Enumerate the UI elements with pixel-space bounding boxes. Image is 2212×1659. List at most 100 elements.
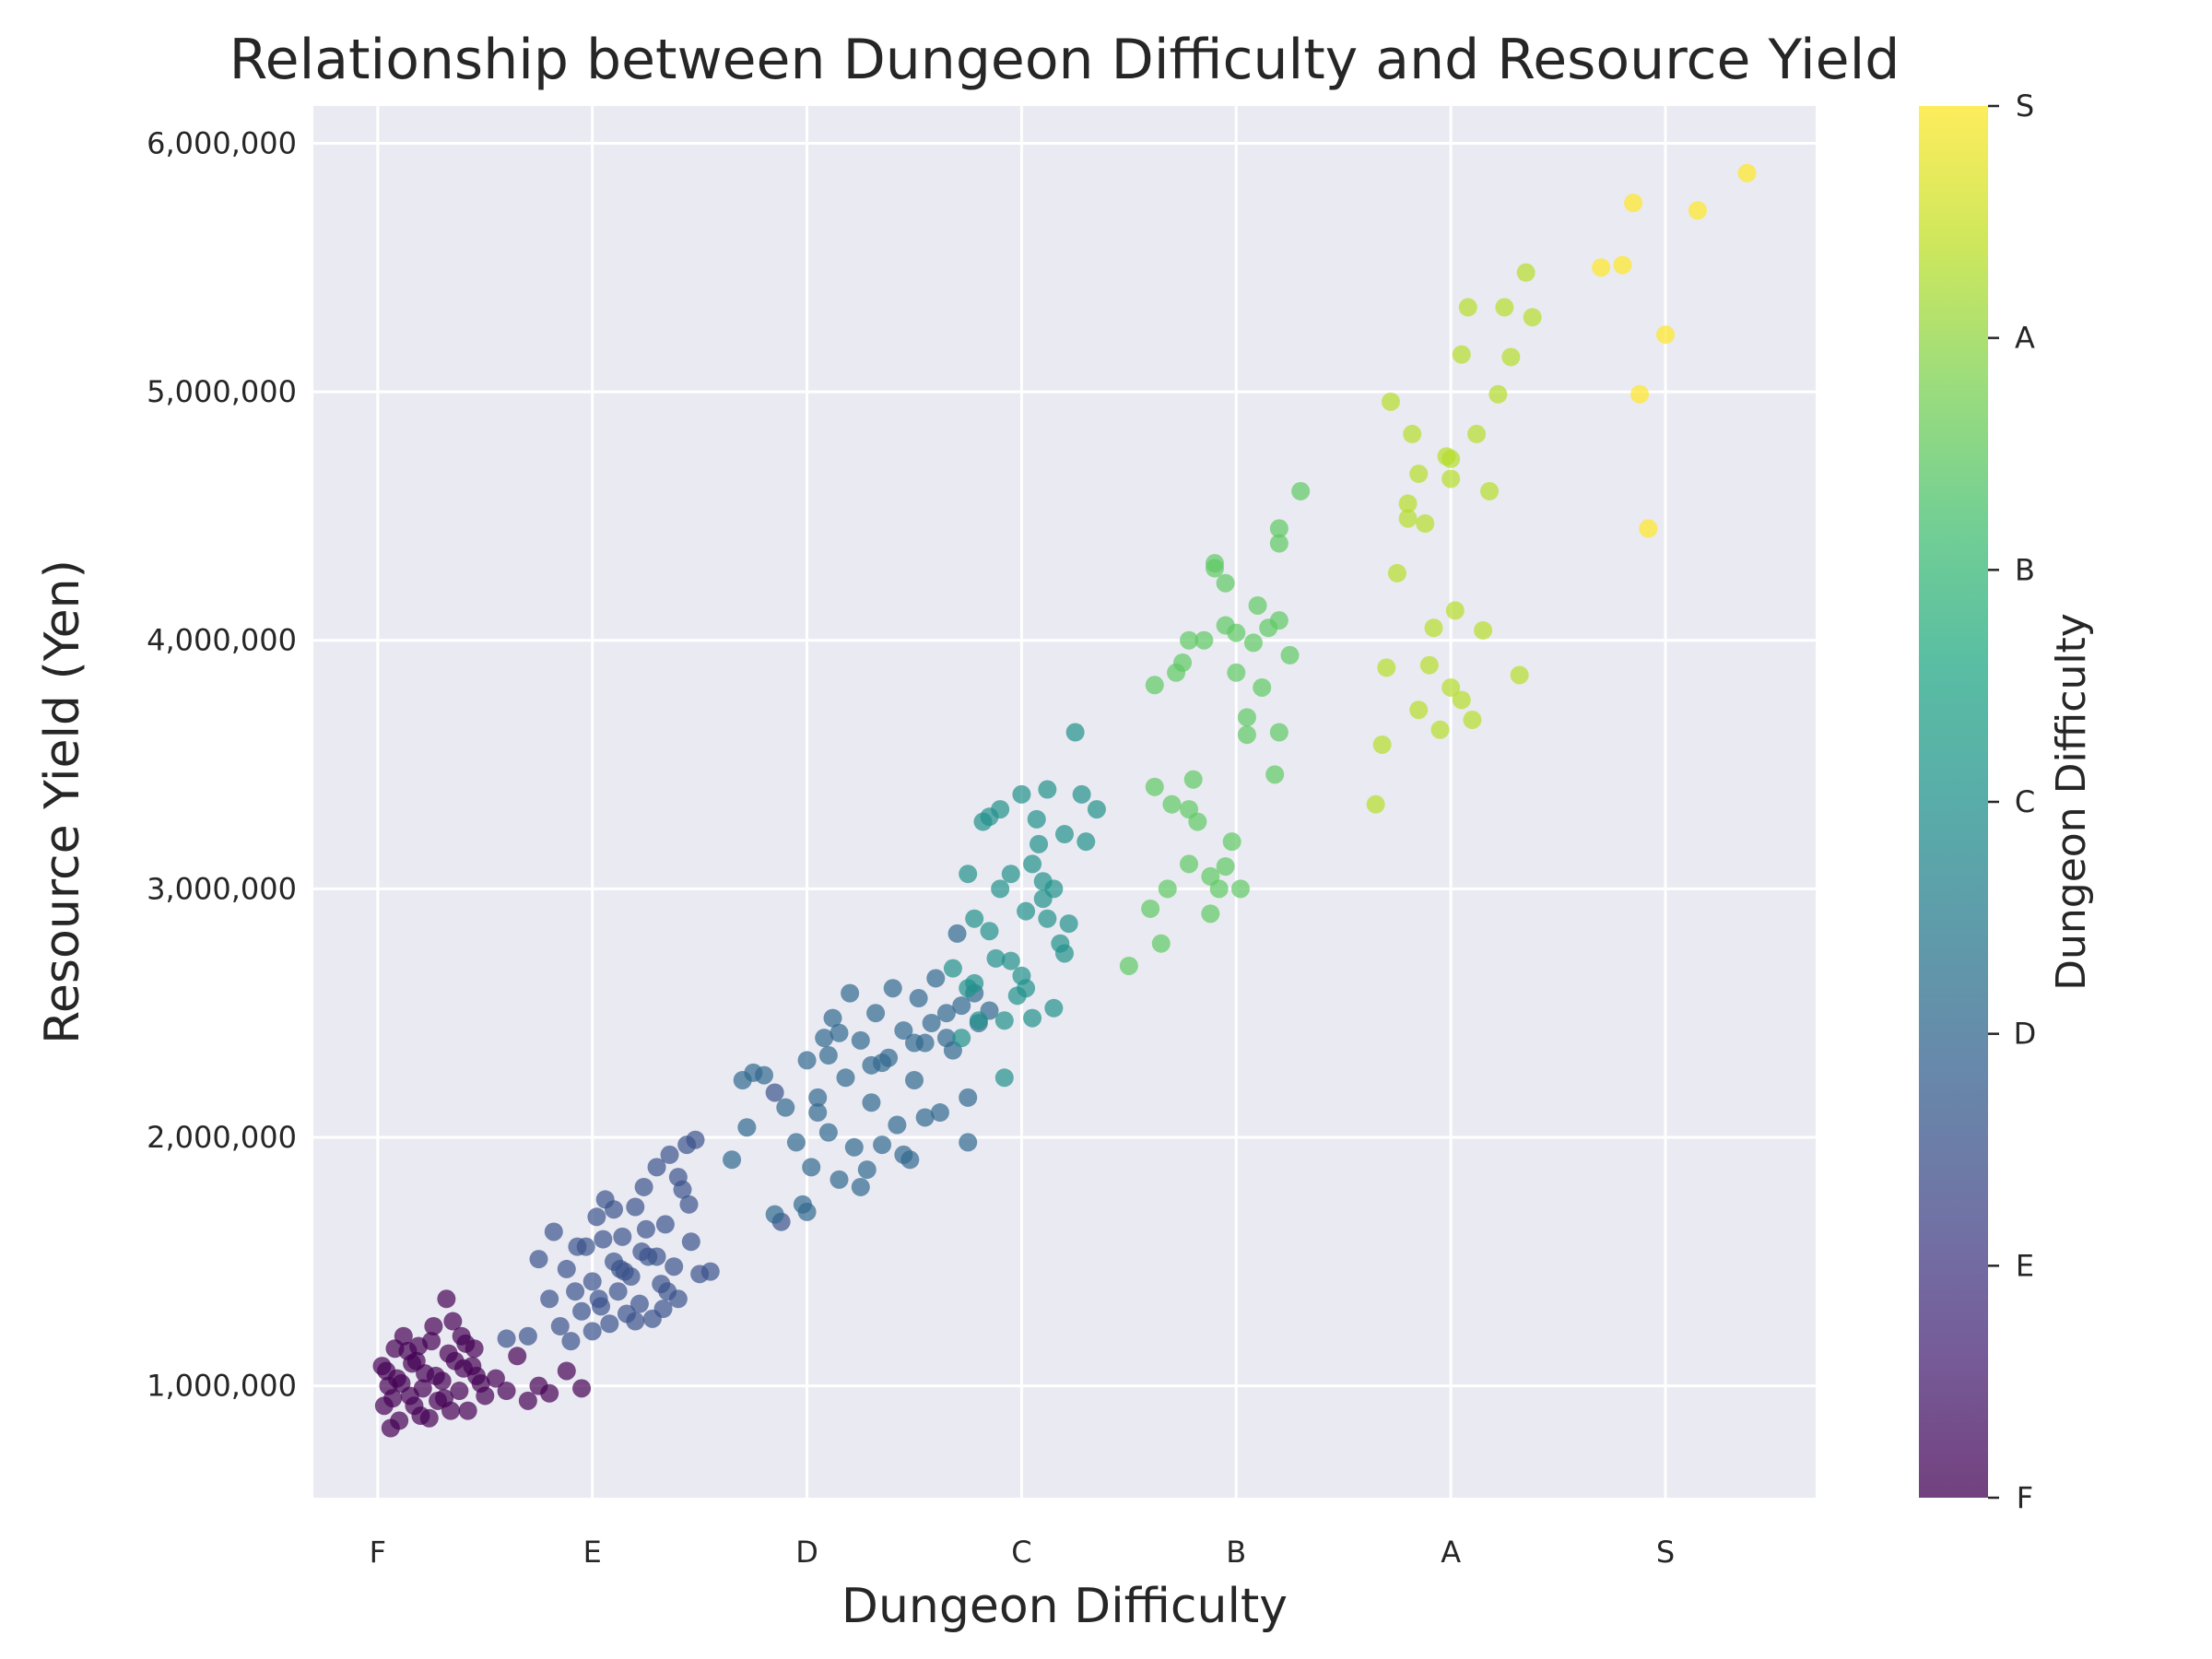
data-point [823, 1008, 842, 1028]
data-point [660, 1145, 679, 1164]
data-point [922, 1013, 941, 1032]
data-point [1265, 765, 1285, 784]
data-point [930, 1103, 949, 1123]
data-point [862, 1055, 881, 1075]
data-point [980, 922, 999, 941]
data-point [894, 1021, 913, 1041]
data-point [1201, 904, 1220, 924]
data-point [1162, 794, 1182, 814]
data-point [1044, 879, 1064, 899]
data-point [450, 1382, 469, 1401]
data-point [1237, 725, 1256, 745]
data-point [608, 1282, 628, 1301]
x-axis-label: Dungeon Difficulty [841, 1579, 1288, 1634]
data-point [1409, 465, 1429, 484]
data-point [1248, 595, 1267, 615]
data-point [1630, 384, 1650, 404]
data-point [1230, 879, 1250, 899]
data-point [1474, 620, 1493, 640]
data-point [508, 1347, 527, 1366]
colorbar-tick-label: D [2014, 1017, 2037, 1052]
data-point [1398, 509, 1418, 528]
data-point [1467, 424, 1487, 443]
data-point [626, 1312, 645, 1331]
data-point [557, 1259, 576, 1278]
data-point [572, 1379, 592, 1398]
data-point [1613, 255, 1632, 275]
data-point [994, 1068, 1014, 1088]
data-point [686, 1130, 705, 1149]
data-point [994, 1011, 1014, 1030]
data-point [426, 1366, 445, 1385]
data-point [626, 1197, 645, 1217]
data-point [1065, 723, 1085, 742]
data-point [629, 1294, 649, 1313]
data-point [452, 1326, 471, 1346]
data-point [952, 1029, 971, 1048]
data-point [1372, 735, 1392, 754]
data-point [1059, 914, 1078, 934]
data-point [744, 1063, 763, 1082]
data-point [1291, 481, 1311, 500]
data-point [377, 1361, 396, 1381]
data-point [568, 1237, 587, 1256]
data-point [991, 879, 1010, 899]
data-point [383, 1389, 403, 1408]
data-point [647, 1247, 666, 1266]
data-point [943, 959, 962, 978]
data-point [589, 1289, 608, 1309]
data-point [1737, 163, 1757, 182]
grid-lines [313, 106, 1816, 1498]
data-point [497, 1382, 516, 1401]
x-tick-label: E [583, 1535, 602, 1570]
data-point [909, 989, 928, 1008]
data-point [605, 1200, 623, 1219]
data-point [679, 1194, 699, 1214]
data-point [632, 1242, 652, 1262]
data-point [1269, 519, 1288, 538]
data-point [647, 1158, 666, 1177]
data-point [1269, 611, 1288, 630]
data-point [802, 1158, 821, 1177]
data-point [1194, 630, 1214, 650]
data-point [518, 1326, 537, 1346]
data-point [1516, 263, 1535, 282]
data-point [1087, 800, 1106, 819]
data-point [1592, 258, 1611, 277]
data-point [610, 1259, 629, 1278]
data-point [594, 1230, 613, 1249]
data-point [1253, 677, 1272, 697]
data-point [765, 1205, 784, 1224]
data-point [1012, 784, 1031, 804]
data-point [844, 1137, 864, 1157]
y-tick-label: 2,000,000 [147, 1120, 297, 1155]
data-point [969, 1011, 988, 1030]
data-point [797, 1051, 817, 1070]
data-point [1403, 424, 1422, 443]
data-point [959, 865, 978, 884]
data-point [1377, 658, 1396, 677]
data-point [1077, 832, 1096, 852]
data-point [1441, 677, 1461, 697]
data-point [1145, 777, 1164, 796]
data-point [1216, 616, 1235, 635]
data-point [394, 1326, 413, 1346]
data-point [1017, 901, 1036, 921]
colorbar [1919, 106, 1988, 1498]
data-point [830, 1170, 849, 1189]
data-point [894, 1145, 913, 1164]
data-point [1441, 469, 1461, 488]
y-axis-label: Resource Yield (Yen) [35, 559, 90, 1044]
data-point [1430, 720, 1450, 739]
data-point [636, 1219, 655, 1239]
data-point [1523, 308, 1542, 327]
data-point [1216, 573, 1235, 593]
data-point [540, 1289, 559, 1309]
data-point [1017, 979, 1036, 998]
data-point [486, 1369, 505, 1388]
data-point [1419, 655, 1439, 675]
data-point [1452, 690, 1471, 710]
colorbar-tick-label: C [2015, 784, 2035, 819]
data-point [1055, 825, 1074, 844]
